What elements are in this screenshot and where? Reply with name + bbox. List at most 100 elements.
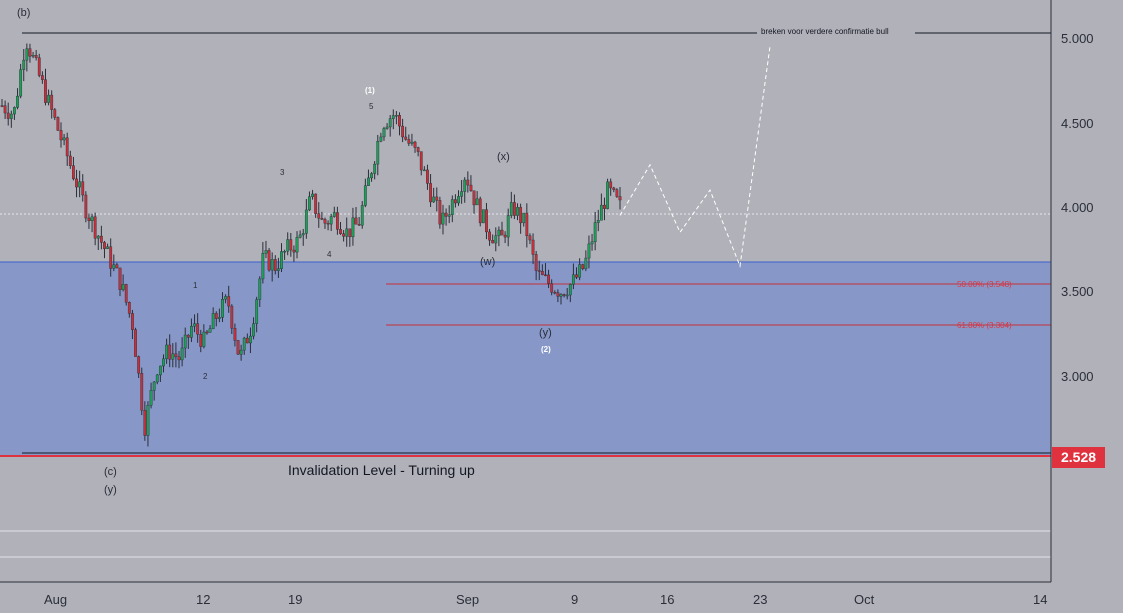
candle-body — [463, 179, 467, 192]
candle-body — [146, 405, 150, 436]
candle-body — [540, 271, 544, 275]
time-tick-16: 16 — [660, 592, 674, 607]
candle-body — [385, 126, 389, 129]
candle-body — [516, 207, 519, 216]
candle-body — [466, 179, 470, 186]
time-axis[interactable]: Aug 12 19 Sep 9 16 23 Oct 14 — [0, 581, 1051, 607]
candle-body — [429, 183, 432, 203]
candle-body — [217, 317, 221, 319]
candle-body — [360, 205, 364, 226]
candle-body — [572, 274, 575, 285]
candle-body — [351, 217, 355, 238]
candle-body — [606, 181, 609, 209]
candle-body — [311, 193, 314, 197]
candle-body — [441, 212, 445, 225]
candle-body — [180, 347, 184, 361]
candle-body — [596, 220, 600, 223]
candle-body — [404, 136, 408, 140]
price-tick-4500: 4.500 — [1061, 116, 1094, 131]
wave-label-2-major: (2) — [541, 345, 551, 354]
candle-body — [137, 356, 141, 374]
candle-body — [395, 115, 398, 117]
candle-body — [447, 214, 451, 217]
time-tick-19: 19 — [288, 592, 302, 607]
candle-body — [199, 334, 203, 347]
candle-body — [544, 274, 547, 276]
candle-body — [329, 216, 333, 225]
candle-body — [22, 59, 26, 70]
candle-body — [537, 270, 541, 272]
candle-body — [50, 94, 54, 110]
support-zone — [0, 262, 1051, 455]
candle-body — [227, 296, 231, 307]
candle-body — [609, 181, 613, 189]
candle-body — [115, 264, 119, 269]
wave-label-c: (c) — [104, 466, 117, 478]
time-tick-14: 14 — [1033, 592, 1047, 607]
candle-body — [373, 163, 377, 174]
wave-label-2: 2 — [203, 372, 208, 381]
candle-body — [485, 209, 488, 233]
candle-body — [547, 274, 550, 284]
candle-group — [0, 43, 622, 447]
candle-body — [494, 235, 498, 244]
candle-body — [398, 115, 401, 127]
candle-body — [68, 155, 72, 166]
candle-body — [323, 219, 327, 224]
time-tick-9: 9 — [571, 592, 578, 607]
candle-body — [224, 296, 227, 300]
candle-body — [301, 233, 305, 236]
candle-body — [62, 137, 66, 141]
wave-label-5: 5 — [369, 102, 374, 111]
candle-body — [273, 259, 277, 271]
candle-body — [280, 251, 283, 269]
candle-body — [276, 268, 280, 271]
wave-label-4: 4 — [327, 250, 332, 259]
candle-body — [81, 181, 85, 196]
candle-body — [158, 365, 162, 376]
candle-body — [581, 264, 585, 269]
candle-body — [513, 202, 516, 216]
candle-body — [531, 239, 535, 255]
candle-body — [575, 274, 578, 278]
candle-body — [221, 299, 224, 318]
candle-body — [149, 389, 153, 406]
candle-body — [432, 196, 436, 203]
candle-body — [31, 55, 35, 57]
candle-body — [211, 313, 215, 329]
price-axis-bg — [1051, 0, 1123, 582]
candle-body — [242, 337, 246, 351]
candle-body — [28, 48, 32, 57]
candle-body — [124, 284, 128, 303]
candle-body — [177, 356, 181, 361]
candle-body — [264, 250, 268, 254]
candle-body — [506, 215, 510, 238]
candle-body — [376, 141, 380, 165]
candle-body — [252, 323, 255, 337]
candle-body — [407, 139, 411, 144]
candle-body — [230, 305, 234, 329]
candle-body — [472, 190, 476, 206]
price-tick-5000: 5.000 — [1061, 31, 1094, 46]
candle-body — [190, 326, 193, 338]
candle-body — [37, 57, 41, 76]
candle-body — [270, 259, 274, 271]
price-badge-text: 2.528 — [1061, 449, 1096, 465]
candle-body — [568, 284, 572, 296]
wave-label-1-major: (1) — [365, 86, 375, 95]
candle-body — [298, 234, 302, 238]
candle-body — [155, 374, 159, 383]
candle-body — [357, 224, 361, 226]
candle-body — [103, 242, 106, 249]
candle-body — [444, 212, 448, 217]
candle-body — [34, 55, 38, 58]
candle-body — [143, 409, 147, 436]
candle-body — [13, 107, 16, 115]
price-axis[interactable]: 5.000 4.500 4.000 3.500 3.000 2.528 — [1050, 0, 1123, 582]
candle-body — [106, 246, 109, 249]
candle-body — [345, 228, 349, 237]
candle-body — [593, 222, 597, 242]
candle-body — [326, 222, 330, 225]
candle-body — [416, 147, 420, 152]
